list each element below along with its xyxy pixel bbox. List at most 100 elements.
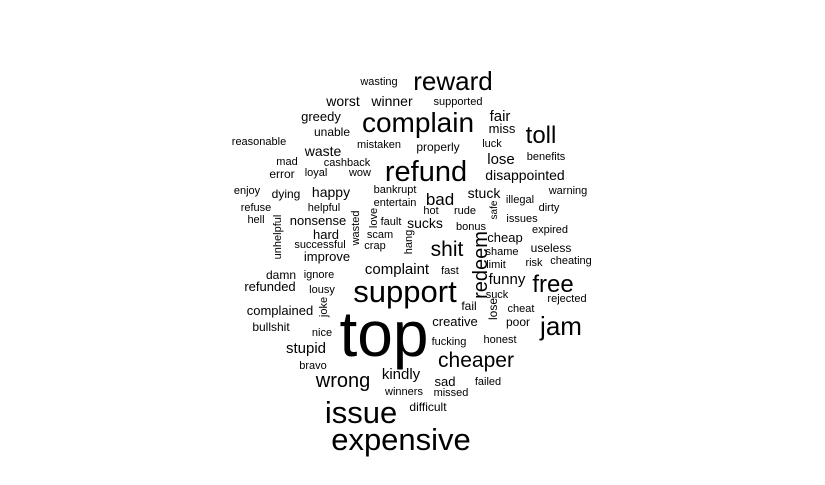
cloud-word-unhelpful: unhelpful <box>272 215 284 260</box>
cloud-word-mistaken: mistaken <box>357 139 401 151</box>
cloud-word-wasting: wasting <box>359 76 397 88</box>
cloud-word-crap: crap <box>364 240 385 252</box>
cloud-word-lose: lose <box>487 151 515 168</box>
cloud-word-wow: wow <box>348 167 371 179</box>
cloud-word-nonsense: nonsense <box>290 213 346 228</box>
cloud-word-fast: fast <box>441 265 459 277</box>
cloud-word-jam: jam <box>539 311 582 341</box>
cloud-word-sad: sad <box>435 374 456 389</box>
cloud-word-helpful: helpful <box>308 202 340 214</box>
cloud-word-cheap: cheap <box>487 230 522 245</box>
cloud-word-nice: nice <box>312 327 332 339</box>
cloud-word-top: top <box>340 298 429 370</box>
cloud-word-luck: luck <box>482 138 502 150</box>
cloud-word-disappointed: disappointed <box>485 167 564 183</box>
cloud-word-supported: supported <box>434 96 483 108</box>
cloud-word-hang: hang <box>403 230 415 254</box>
cloud-word-mad: mad <box>276 156 297 168</box>
cloud-word-poor: poor <box>506 315 530 329</box>
cloud-word-bravo: bravo <box>299 360 327 372</box>
cloud-word-stuck: stuck <box>468 185 502 201</box>
cloud-word-scam: scam <box>367 229 393 241</box>
cloud-word-issues: issues <box>506 213 538 225</box>
cloud-word-toll: toll <box>526 122 557 149</box>
cloud-word-ignore: ignore <box>304 269 335 281</box>
cloud-word-lose: lose <box>486 298 500 320</box>
cloud-word-bullshit: bullshit <box>252 320 290 334</box>
cloud-word-redeem: redeem <box>470 231 492 299</box>
cloud-word-risk: risk <box>525 257 543 269</box>
cloud-word-sucks: sucks <box>407 215 443 231</box>
cloud-word-rude: rude <box>454 205 476 217</box>
cloud-word-illegal: illegal <box>506 194 534 206</box>
cloud-word-loyal: loyal <box>305 167 328 179</box>
cloud-word-fail: fail <box>461 299 476 313</box>
cloud-word-suck: suck <box>486 289 509 301</box>
cloud-word-refund: refund <box>385 156 467 188</box>
cloud-word-funny: funny <box>489 271 526 288</box>
cloud-word-rejected: rejected <box>547 293 586 305</box>
cloud-word-bankrupt: bankrupt <box>374 184 417 196</box>
cloud-word-enjoy: enjoy <box>234 185 261 197</box>
cloud-word-bonus: bonus <box>456 221 486 233</box>
cloud-word-dirty: dirty <box>539 202 560 214</box>
cloud-word-properly: properly <box>416 140 459 154</box>
cloud-word-kindly: kindly <box>382 366 421 383</box>
cloud-word-expired: expired <box>532 224 568 236</box>
cloud-word-worst: worst <box>325 93 360 109</box>
cloud-word-hell: hell <box>247 214 264 226</box>
cloud-word-shit: shit <box>431 238 464 261</box>
cloud-word-fault: fault <box>381 216 402 228</box>
cloud-word-error: error <box>269 167 294 181</box>
cloud-word-difficult: difficult <box>409 400 447 414</box>
cloud-word-complained: complained <box>247 303 314 318</box>
cloud-word-wrong: wrong <box>315 370 370 392</box>
cloud-word-issue: issue <box>325 395 397 430</box>
cloud-word-lousy: lousy <box>309 284 335 296</box>
cloud-word-benefits: benefits <box>527 151 566 163</box>
cloud-word-safe: safe <box>489 200 500 219</box>
cloud-word-refuse: refuse <box>241 202 272 214</box>
cloud-word-cheating: cheating <box>550 255 592 267</box>
cloud-word-happy: happy <box>312 184 350 200</box>
cloud-word-joke: joke <box>318 297 330 318</box>
cloud-word-failed: failed <box>475 376 501 388</box>
cloud-word-successful: successful <box>294 239 345 251</box>
cloud-word-limit: limit <box>486 259 506 271</box>
cloud-word-winner: winner <box>370 93 413 109</box>
cloud-word-bad: bad <box>426 190 454 209</box>
cloud-word-greedy: greedy <box>301 109 341 124</box>
cloud-word-creative: creative <box>432 314 478 329</box>
cloud-word-cheat: cheat <box>508 303 535 315</box>
cloud-word-damn: damn <box>266 268 296 282</box>
cloud-word-refunded: refunded <box>244 279 295 294</box>
cloud-word-improve: improve <box>304 249 350 264</box>
cloud-word-reasonable: reasonable <box>232 136 286 148</box>
cloud-word-complaint: complaint <box>365 261 430 278</box>
cloud-word-unable: unable <box>314 125 350 139</box>
cloud-word-waste: waste <box>304 143 342 159</box>
cloud-word-warning: warning <box>548 185 588 197</box>
cloud-word-shame: shame <box>485 246 518 258</box>
cloud-word-reward: reward <box>413 66 492 96</box>
cloud-word-cheaper: cheaper <box>438 349 514 372</box>
cloud-word-complain: complain <box>362 107 474 138</box>
cloud-word-stupid: stupid <box>286 340 326 357</box>
cloud-word-hard: hard <box>313 227 339 242</box>
cloud-word-free: free <box>532 271 573 298</box>
cloud-word-love: love <box>368 208 380 228</box>
cloud-word-hot: hot <box>423 205 438 217</box>
cloud-word-fair: fair <box>490 108 511 125</box>
cloud-word-miss: miss <box>489 121 516 136</box>
cloud-word-wasted: wasted <box>350 211 362 247</box>
cloud-word-cashback: cashback <box>324 157 371 169</box>
cloud-word-winners: winners <box>384 386 423 398</box>
cloud-word-support: support <box>353 274 457 309</box>
cloud-word-fucking: fucking <box>432 336 467 348</box>
cloud-word-dying: dying <box>272 187 301 201</box>
cloud-word-expensive: expensive <box>331 422 471 457</box>
cloud-word-useless: useless <box>531 241 572 255</box>
cloud-word-entertain: entertain <box>374 197 417 209</box>
cloud-word-missed: missed <box>434 387 469 399</box>
